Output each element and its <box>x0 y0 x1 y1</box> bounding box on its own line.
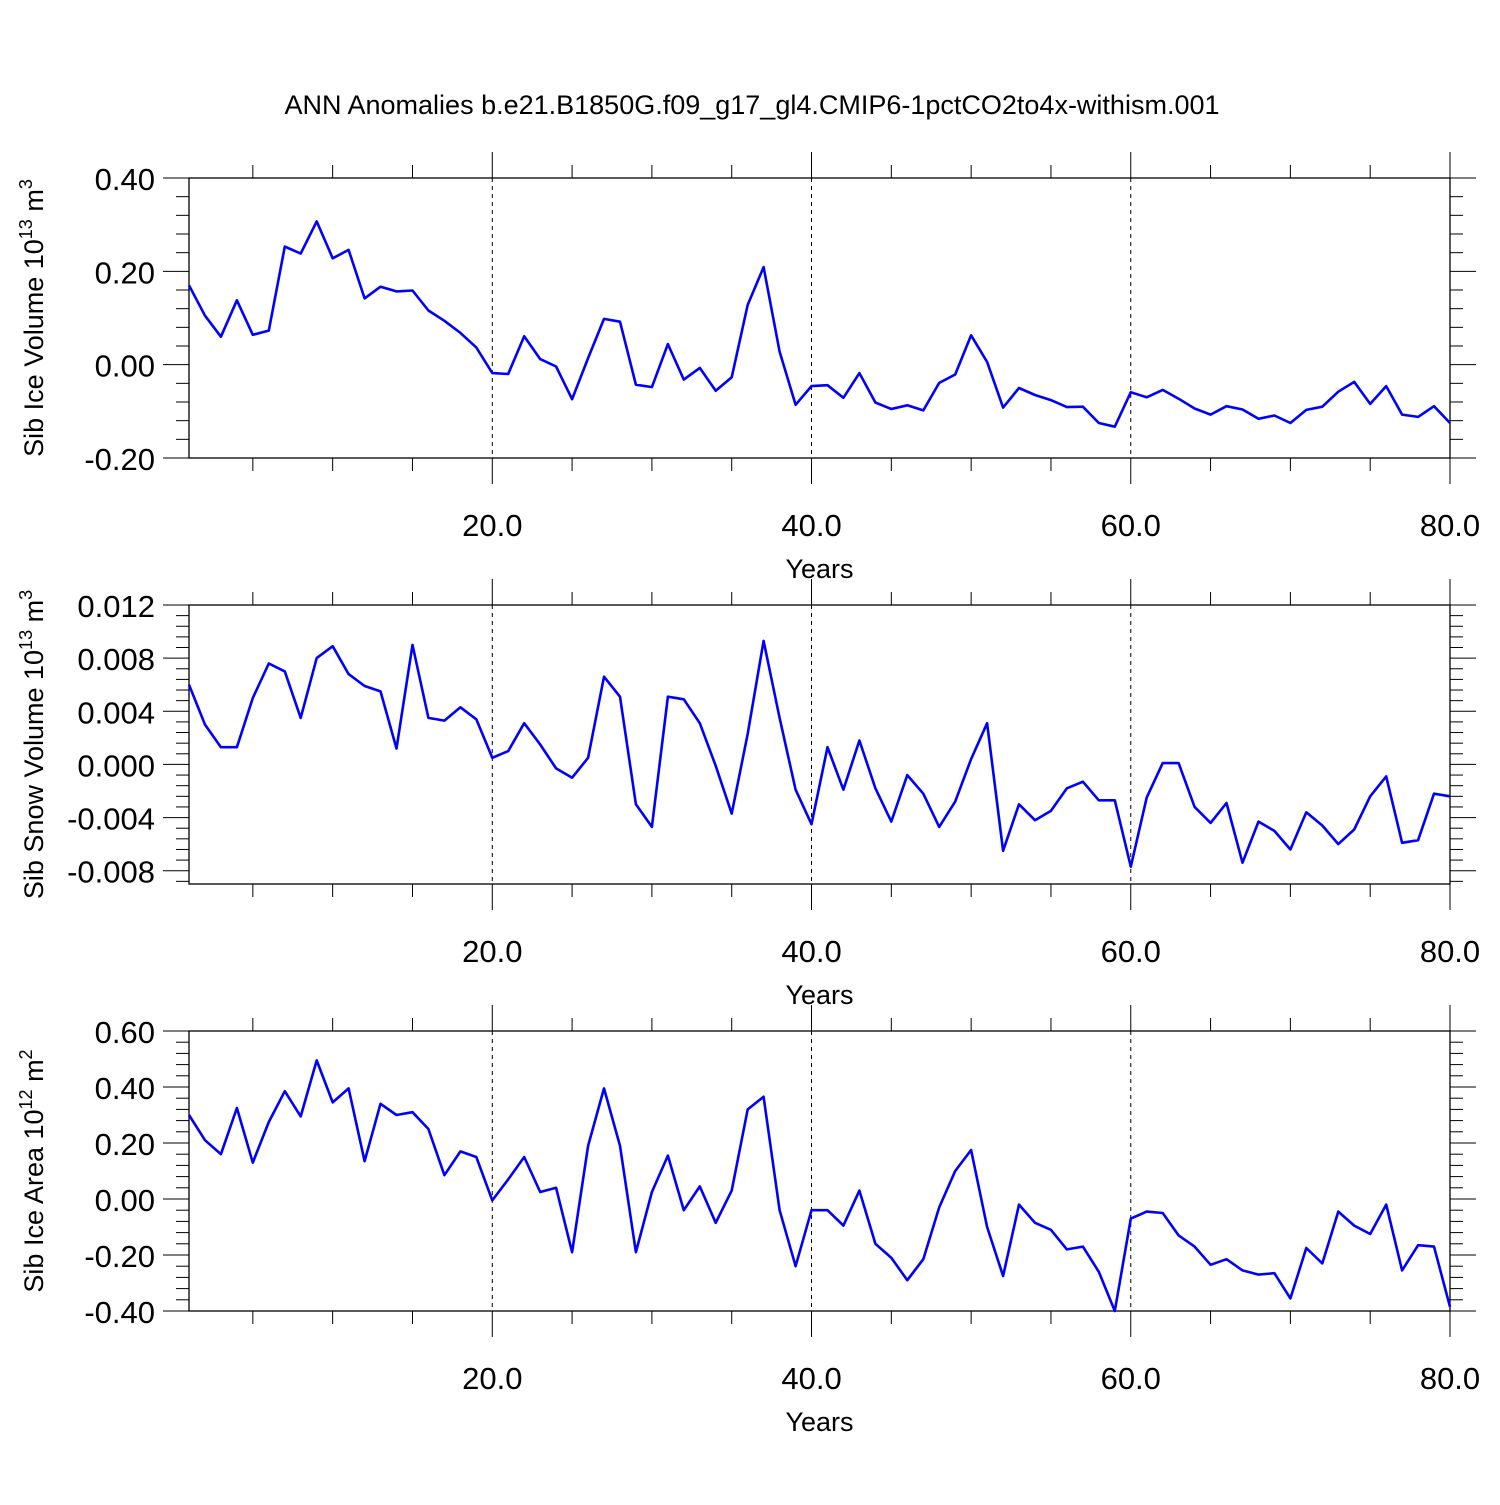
x-tick-label: 60.0 <box>1101 1361 1161 1396</box>
y-tick-label: 0.40 <box>95 162 155 197</box>
y-axis-label: Sib Snow Volume 1013 m3 <box>16 590 49 899</box>
x-tick-label: 20.0 <box>462 508 522 543</box>
y-tick-label: 0.00 <box>95 1183 155 1218</box>
series-line <box>187 1059 1452 1313</box>
y-tick-label: 0.004 <box>77 695 155 730</box>
x-axis-label: Years <box>785 980 853 1010</box>
y-tick-label: 0.40 <box>95 1071 155 1106</box>
y-tick-label: -0.008 <box>67 855 155 890</box>
x-tick-label: 60.0 <box>1101 508 1161 543</box>
x-tick-label: 80.0 <box>1420 934 1480 969</box>
x-axis-label: Years <box>785 1407 853 1437</box>
y-axis-label: Sib Ice Area 1012 m2 <box>16 1049 49 1292</box>
x-axis-label: Years <box>785 554 853 584</box>
series-line <box>187 220 1451 429</box>
y-tick-label: 0.008 <box>77 642 155 677</box>
x-tick-label: 60.0 <box>1101 934 1161 969</box>
panel-3: -0.40 -0.20 0.00 0.20 0.40 0.60 20.0 40.0 60.0 80… <box>16 1005 1480 1437</box>
plot-frame <box>188 177 1451 459</box>
y-tick-label: -0.004 <box>67 802 155 837</box>
panel-1: -0.20 0.00 0.20 0.40 20.0 40.0 60.0 80.0 Years Si… <box>16 152 1480 584</box>
series-line <box>187 639 1451 869</box>
x-tick-label: 80.0 <box>1420 508 1480 543</box>
y-tick-label: -0.20 <box>84 1239 155 1274</box>
y-tick-label: 0.60 <box>95 1015 155 1050</box>
y-tick-label: 0.012 <box>77 589 155 624</box>
x-tick-label: 40.0 <box>781 934 841 969</box>
plot-frame <box>188 604 1451 885</box>
figure-title: ANN Anomalies b.e21.B1850G.f09_g17_gl4.C… <box>284 90 1219 120</box>
y-axis-label: Sib Ice Volume 1013 m3 <box>16 179 49 457</box>
y-tick-label: 0.00 <box>95 349 155 384</box>
x-tick-label: 40.0 <box>781 1361 841 1396</box>
x-tick-label: 40.0 <box>781 508 841 543</box>
x-tick-label: 80.0 <box>1420 1361 1480 1396</box>
plot-frame <box>188 1030 1451 1312</box>
y-tick-label: 0.20 <box>95 1127 155 1162</box>
y-tick-label: -0.20 <box>84 442 155 477</box>
y-tick-label: 0.20 <box>95 255 155 290</box>
panels: -0.20 0.00 0.20 0.40 20.0 40.0 60.0 80.0 Years Si… <box>16 152 1480 1437</box>
y-tick-label: 0.000 <box>77 748 155 783</box>
panel-2: -0.008 -0.004 0.000 0.004 0.008 0.012 20.0 40.0… <box>16 579 1480 1010</box>
x-tick-label: 20.0 <box>462 1361 522 1396</box>
x-tick-label: 20.0 <box>462 934 522 969</box>
y-tick-label: -0.40 <box>84 1295 155 1330</box>
